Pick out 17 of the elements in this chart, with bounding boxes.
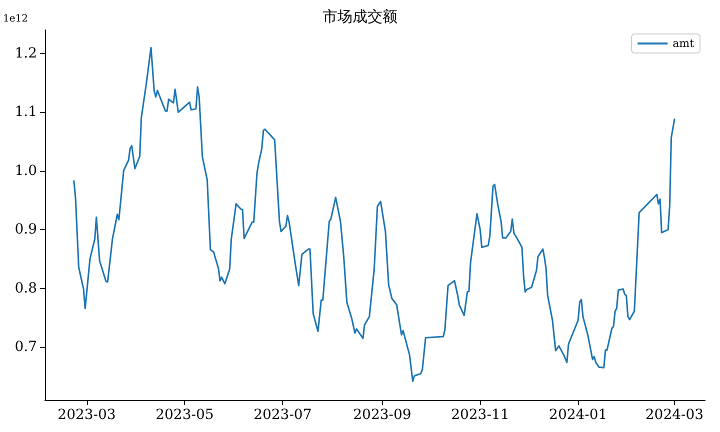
- y-tick-label: 0.8: [14, 280, 37, 296]
- chart-title: 市场成交额: [322, 8, 398, 26]
- x-tick-label: 2023-09: [353, 407, 412, 423]
- line-series: [73, 46, 676, 382]
- y-tick-label: 0.9: [14, 222, 37, 238]
- y-tick-label: 1.2: [14, 45, 37, 62]
- y-tick-label: 1.1: [14, 104, 37, 120]
- x-tick-label: 2023-05: [156, 407, 214, 423]
- x-tick-label: 2023-07: [254, 407, 312, 423]
- y-axis-title: 1e12: [3, 14, 28, 24]
- legend-label: amt: [672, 37, 695, 50]
- x-tick-label: 2023-11: [451, 407, 510, 423]
- x-tick-label: 2024-03: [645, 407, 704, 423]
- y-tick-label: 1.0: [14, 162, 37, 179]
- y-tick-label: 0.7: [14, 339, 37, 356]
- x-tick-label: 2024-01: [549, 407, 608, 423]
- x-tick-label: 2023-03: [58, 407, 116, 423]
